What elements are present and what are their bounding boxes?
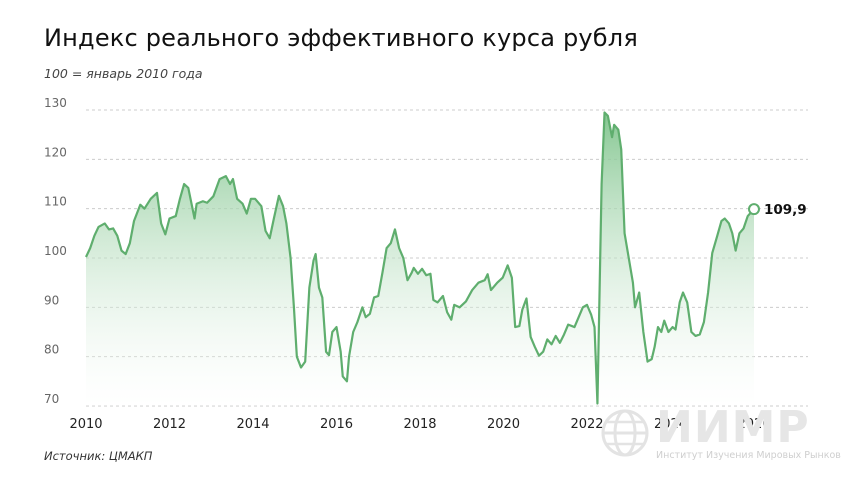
last-value-marker [748,203,760,216]
x-tick-label: 2014 [236,417,269,432]
y-tick-label: 80 [44,343,59,357]
x-tick-label: 2018 [403,417,436,432]
x-axis-labels: 2010 2012 2014 2016 2018 2020 2022 2024 2026 [69,417,770,432]
y-tick-label: 120 [44,145,67,159]
y-tick-label: 110 [44,195,67,209]
y-tick-label: 90 [44,293,59,307]
last-value-label: 109,9 [764,202,807,218]
series-area [86,112,754,406]
x-tick-label: 2022 [570,417,603,432]
series-line [85,111,755,405]
y-tick-label: 70 [44,392,59,406]
chart-title: Индекс реального эффективного курса рубл… [44,24,638,52]
x-tick-label: 2010 [69,417,102,432]
x-tick-label: 2012 [153,417,186,432]
y-tick-label: 100 [44,244,67,258]
x-tick-label: 2024 [654,417,687,432]
logo: ИИМР Институт Изучения Мировых Рынков [598,402,841,468]
y-tick-label: 130 [44,96,67,110]
x-tick-label: 2016 [320,417,353,432]
x-tick-label: 2020 [487,417,520,432]
logo-name: ИИМР [656,402,810,453]
y-axis-labels: 70 80 90 100 110 120 130 [44,96,67,406]
globe-icon [601,409,649,457]
x-tick-label: 2026 [737,417,770,432]
logo-tagline: Институт Изучения Мировых Рынков [656,450,841,461]
chart-subtitle: 100 = январь 2010 года [44,66,203,81]
source-note: Источник: ЦМАКП [44,449,153,463]
